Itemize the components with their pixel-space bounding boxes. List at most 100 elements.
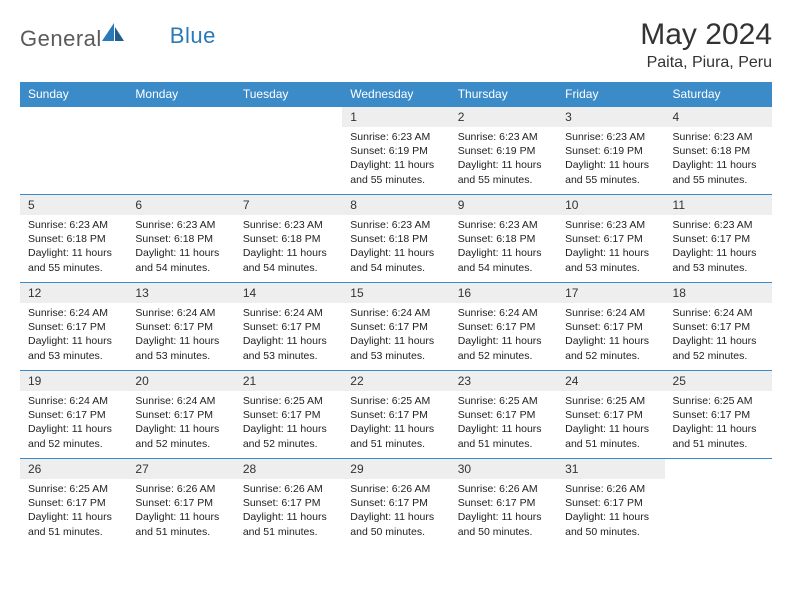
calendar-cell: 10Sunrise: 6:23 AMSunset: 6:17 PMDayligh… xyxy=(557,195,664,283)
weekday-header: Saturday xyxy=(665,82,772,107)
day-content: Sunrise: 6:26 AMSunset: 6:17 PMDaylight:… xyxy=(127,479,234,545)
day-content: Sunrise: 6:25 AMSunset: 6:17 PMDaylight:… xyxy=(450,391,557,457)
day-content: Sunrise: 6:26 AMSunset: 6:17 PMDaylight:… xyxy=(557,479,664,545)
calendar-cell xyxy=(20,107,127,195)
calendar-week-row: 12Sunrise: 6:24 AMSunset: 6:17 PMDayligh… xyxy=(20,283,772,371)
day-content: Sunrise: 6:24 AMSunset: 6:17 PMDaylight:… xyxy=(665,303,772,369)
day-content: Sunrise: 6:23 AMSunset: 6:17 PMDaylight:… xyxy=(665,215,772,281)
calendar-cell: 1Sunrise: 6:23 AMSunset: 6:19 PMDaylight… xyxy=(342,107,449,195)
calendar-cell: 22Sunrise: 6:25 AMSunset: 6:17 PMDayligh… xyxy=(342,371,449,459)
calendar-cell: 15Sunrise: 6:24 AMSunset: 6:17 PMDayligh… xyxy=(342,283,449,371)
calendar-week-row: 19Sunrise: 6:24 AMSunset: 6:17 PMDayligh… xyxy=(20,371,772,459)
calendar-cell: 30Sunrise: 6:26 AMSunset: 6:17 PMDayligh… xyxy=(450,459,557,547)
day-content: Sunrise: 6:24 AMSunset: 6:17 PMDaylight:… xyxy=(342,303,449,369)
calendar-cell: 5Sunrise: 6:23 AMSunset: 6:18 PMDaylight… xyxy=(20,195,127,283)
calendar-table: Sunday Monday Tuesday Wednesday Thursday… xyxy=(20,82,772,547)
calendar-cell: 2Sunrise: 6:23 AMSunset: 6:19 PMDaylight… xyxy=(450,107,557,195)
day-number: 19 xyxy=(20,371,127,391)
calendar-cell: 23Sunrise: 6:25 AMSunset: 6:17 PMDayligh… xyxy=(450,371,557,459)
calendar-week-row: 26Sunrise: 6:25 AMSunset: 6:17 PMDayligh… xyxy=(20,459,772,547)
day-content: Sunrise: 6:26 AMSunset: 6:17 PMDaylight:… xyxy=(342,479,449,545)
logo: General Blue xyxy=(20,18,216,52)
day-number: 31 xyxy=(557,459,664,479)
day-content: Sunrise: 6:26 AMSunset: 6:17 PMDaylight:… xyxy=(450,479,557,545)
weekday-header: Wednesday xyxy=(342,82,449,107)
calendar-cell: 26Sunrise: 6:25 AMSunset: 6:17 PMDayligh… xyxy=(20,459,127,547)
calendar-cell: 31Sunrise: 6:26 AMSunset: 6:17 PMDayligh… xyxy=(557,459,664,547)
day-number: 17 xyxy=(557,283,664,303)
day-number: 15 xyxy=(342,283,449,303)
day-number: 29 xyxy=(342,459,449,479)
calendar-cell: 16Sunrise: 6:24 AMSunset: 6:17 PMDayligh… xyxy=(450,283,557,371)
weekday-header: Sunday xyxy=(20,82,127,107)
day-number: 30 xyxy=(450,459,557,479)
day-content: Sunrise: 6:24 AMSunset: 6:17 PMDaylight:… xyxy=(127,391,234,457)
day-content: Sunrise: 6:23 AMSunset: 6:19 PMDaylight:… xyxy=(557,127,664,193)
day-content: Sunrise: 6:24 AMSunset: 6:17 PMDaylight:… xyxy=(557,303,664,369)
day-content: Sunrise: 6:23 AMSunset: 6:17 PMDaylight:… xyxy=(557,215,664,281)
day-content: Sunrise: 6:23 AMSunset: 6:19 PMDaylight:… xyxy=(450,127,557,193)
day-content: Sunrise: 6:25 AMSunset: 6:17 PMDaylight:… xyxy=(235,391,342,457)
weekday-header: Tuesday xyxy=(235,82,342,107)
day-number: 28 xyxy=(235,459,342,479)
calendar-cell: 12Sunrise: 6:24 AMSunset: 6:17 PMDayligh… xyxy=(20,283,127,371)
day-number: 22 xyxy=(342,371,449,391)
day-content: Sunrise: 6:23 AMSunset: 6:18 PMDaylight:… xyxy=(450,215,557,281)
day-number: 1 xyxy=(342,107,449,127)
day-number: 3 xyxy=(557,107,664,127)
day-content: Sunrise: 6:23 AMSunset: 6:18 PMDaylight:… xyxy=(235,215,342,281)
day-content: Sunrise: 6:23 AMSunset: 6:18 PMDaylight:… xyxy=(127,215,234,281)
day-number: 18 xyxy=(665,283,772,303)
day-number: 27 xyxy=(127,459,234,479)
calendar-page: General Blue May 2024 Paita, Piura, Peru… xyxy=(0,0,792,557)
day-number: 11 xyxy=(665,195,772,215)
day-content: Sunrise: 6:24 AMSunset: 6:17 PMDaylight:… xyxy=(127,303,234,369)
day-number: 2 xyxy=(450,107,557,127)
day-number: 23 xyxy=(450,371,557,391)
logo-text-1: General xyxy=(20,26,102,52)
title-block: May 2024 Paita, Piura, Peru xyxy=(640,18,772,72)
weekday-header-row: Sunday Monday Tuesday Wednesday Thursday… xyxy=(20,82,772,107)
calendar-week-row: 1Sunrise: 6:23 AMSunset: 6:19 PMDaylight… xyxy=(20,107,772,195)
day-content: Sunrise: 6:25 AMSunset: 6:17 PMDaylight:… xyxy=(665,391,772,457)
day-number: 5 xyxy=(20,195,127,215)
calendar-cell xyxy=(127,107,234,195)
day-number: 4 xyxy=(665,107,772,127)
calendar-cell: 20Sunrise: 6:24 AMSunset: 6:17 PMDayligh… xyxy=(127,371,234,459)
day-number: 12 xyxy=(20,283,127,303)
calendar-cell: 24Sunrise: 6:25 AMSunset: 6:17 PMDayligh… xyxy=(557,371,664,459)
day-content: Sunrise: 6:24 AMSunset: 6:17 PMDaylight:… xyxy=(450,303,557,369)
day-content: Sunrise: 6:23 AMSunset: 6:18 PMDaylight:… xyxy=(20,215,127,281)
calendar-cell: 21Sunrise: 6:25 AMSunset: 6:17 PMDayligh… xyxy=(235,371,342,459)
calendar-cell: 29Sunrise: 6:26 AMSunset: 6:17 PMDayligh… xyxy=(342,459,449,547)
day-number: 26 xyxy=(20,459,127,479)
day-number: 16 xyxy=(450,283,557,303)
month-title: May 2024 xyxy=(640,18,772,52)
calendar-cell: 6Sunrise: 6:23 AMSunset: 6:18 PMDaylight… xyxy=(127,195,234,283)
calendar-cell: 7Sunrise: 6:23 AMSunset: 6:18 PMDaylight… xyxy=(235,195,342,283)
day-content: Sunrise: 6:25 AMSunset: 6:17 PMDaylight:… xyxy=(342,391,449,457)
day-number: 10 xyxy=(557,195,664,215)
calendar-cell xyxy=(235,107,342,195)
day-content: Sunrise: 6:23 AMSunset: 6:18 PMDaylight:… xyxy=(665,127,772,193)
calendar-cell: 25Sunrise: 6:25 AMSunset: 6:17 PMDayligh… xyxy=(665,371,772,459)
calendar-cell: 27Sunrise: 6:26 AMSunset: 6:17 PMDayligh… xyxy=(127,459,234,547)
day-number: 24 xyxy=(557,371,664,391)
weekday-header: Monday xyxy=(127,82,234,107)
day-content: Sunrise: 6:24 AMSunset: 6:17 PMDaylight:… xyxy=(20,391,127,457)
weekday-header: Thursday xyxy=(450,82,557,107)
day-number: 21 xyxy=(235,371,342,391)
calendar-cell: 13Sunrise: 6:24 AMSunset: 6:17 PMDayligh… xyxy=(127,283,234,371)
day-number: 14 xyxy=(235,283,342,303)
day-content: Sunrise: 6:26 AMSunset: 6:17 PMDaylight:… xyxy=(235,479,342,545)
day-number: 25 xyxy=(665,371,772,391)
logo-text-2: Blue xyxy=(170,23,216,49)
day-content: Sunrise: 6:25 AMSunset: 6:17 PMDaylight:… xyxy=(557,391,664,457)
day-number: 13 xyxy=(127,283,234,303)
day-number: 6 xyxy=(127,195,234,215)
calendar-week-row: 5Sunrise: 6:23 AMSunset: 6:18 PMDaylight… xyxy=(20,195,772,283)
calendar-cell: 4Sunrise: 6:23 AMSunset: 6:18 PMDaylight… xyxy=(665,107,772,195)
location: Paita, Piura, Peru xyxy=(640,54,772,72)
calendar-cell: 19Sunrise: 6:24 AMSunset: 6:17 PMDayligh… xyxy=(20,371,127,459)
day-number: 8 xyxy=(342,195,449,215)
